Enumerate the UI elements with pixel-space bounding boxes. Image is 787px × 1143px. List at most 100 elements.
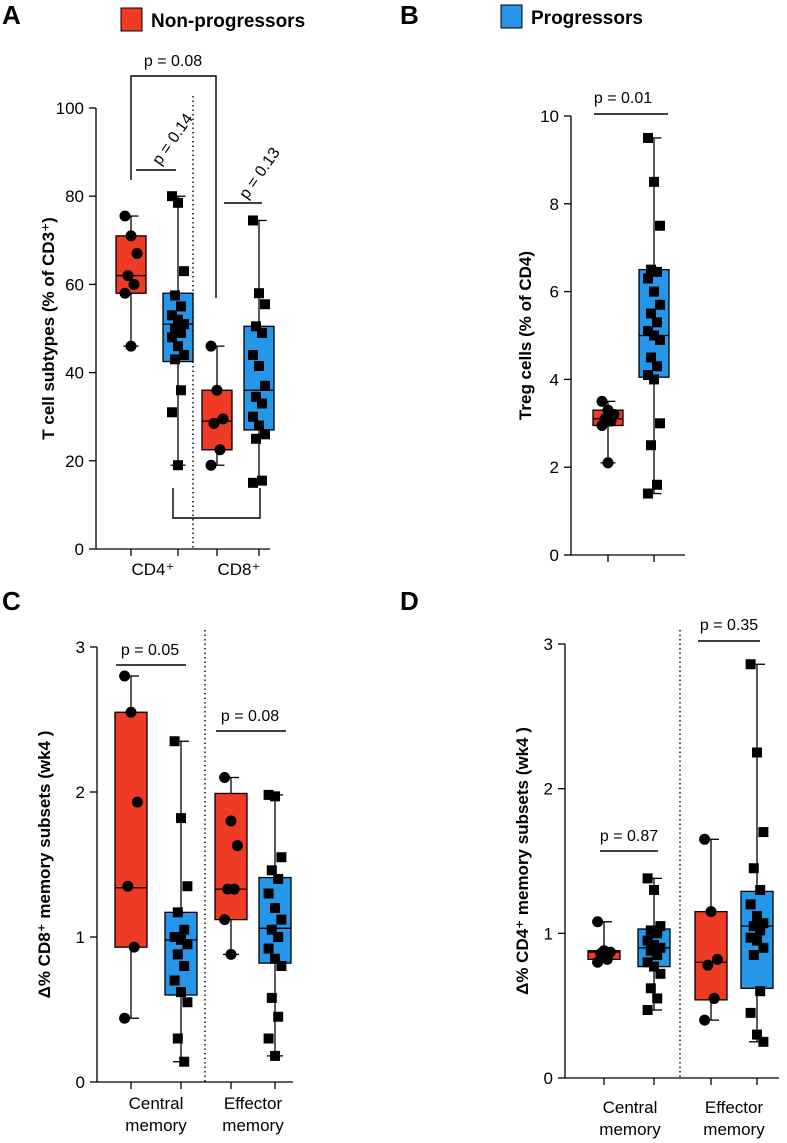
panel-d-y-tick-label: 0 xyxy=(544,1069,553,1088)
panel-a-box-non-progressors-1-point xyxy=(119,210,131,222)
panel-d-box-progressors-4-point xyxy=(745,659,756,670)
panel-c-box-progressors-2-point xyxy=(179,924,190,935)
panel-d-box-progressors-4-point xyxy=(748,863,759,874)
panel-b-box-progressors-2-point xyxy=(643,273,653,284)
panel-c-box-progressors-2-point xyxy=(182,881,193,892)
legend-label-nonprogressors: Non-progressors xyxy=(151,11,305,32)
panel-a-y-axis-label: T cell subtypes (% of CD3⁺) xyxy=(39,217,58,439)
panel-a-y-tick-label: 20 xyxy=(65,452,84,471)
panel-c-box-progressors-2-point xyxy=(172,907,183,918)
panel-a-box-progressors-4-point xyxy=(248,349,258,360)
panel-b-p-value-label: p = 0.01 xyxy=(594,90,652,107)
panel-a-y-tick-label: 40 xyxy=(65,364,84,383)
panel-d-box-progressors-2-point xyxy=(642,935,653,946)
panel-d-box-progressors-2-point xyxy=(642,957,653,968)
panel-d-y-axis-label: Δ% CD4⁺ memory subsets (wk4 ) xyxy=(513,727,532,995)
panel-a-y-tick-label: 60 xyxy=(65,275,84,294)
panel-d-box-non-progressors-3-point xyxy=(708,992,720,1004)
panel-a-box-progressors-4-point xyxy=(254,360,264,371)
panel-c-box-non-progressors-1 xyxy=(114,711,148,948)
panel-a-p-value-label: p = 0.08 xyxy=(144,53,202,70)
panel-c-box-progressors-4-point xyxy=(270,903,280,913)
panel-c-category-label-central-memory-line2: memory xyxy=(125,1116,187,1135)
panel-d-box-progressors-2-point xyxy=(649,961,659,972)
panel-d-box-progressors-4-point xyxy=(758,942,769,953)
panel-d-box-progressors-4-point xyxy=(745,932,756,943)
panel-d-box-progressors-4-point xyxy=(758,918,769,929)
panel-b-box-progressors-2-point xyxy=(643,326,653,337)
panel-c-category-label-effector-memory: Effector xyxy=(224,1094,283,1113)
panel-d-box-non-progressors-1-point xyxy=(601,953,613,965)
panel-b-box-progressors-2-point xyxy=(646,440,656,451)
panel-c-y-tick-label: 0 xyxy=(76,1073,85,1092)
panel-b-box-progressors-2-point xyxy=(646,308,656,319)
panel-a-box-non-progressors-1-point xyxy=(131,248,143,260)
panel-b-box-progressors-2-point xyxy=(655,418,665,429)
panel-a-box-progressors-4-point xyxy=(251,433,261,444)
panel-d-box-progressors-2-point xyxy=(642,873,653,884)
panel-d-box-progressors-2-point xyxy=(645,945,656,956)
panel-c-box-progressors-4-point xyxy=(276,914,287,925)
panel-c-box-progressors-2-point xyxy=(176,987,186,998)
panel-a-box-non-progressors-1-point xyxy=(125,230,137,242)
panel-b-box-progressors-2-point xyxy=(643,488,653,499)
panel-a-box-progressors-2-point xyxy=(167,191,177,202)
panel-d-box-progressors-2-point xyxy=(645,925,656,936)
panel-a-box-non-progressors-3-point xyxy=(217,413,229,425)
panel-a-box-non-progressors-1-point xyxy=(125,340,137,352)
panel-b-box-progressors-2-point xyxy=(652,479,662,490)
panel-letter-d: D xyxy=(400,586,419,616)
panel-a-box-progressors-2-point xyxy=(179,349,189,360)
panel-b-box-progressors-2-point xyxy=(649,374,659,385)
panel-c-box-progressors-2-point xyxy=(182,997,193,1008)
panel-c-box-progressors-2-point xyxy=(176,934,186,945)
panel-c-box-progressors-4-point xyxy=(263,943,274,954)
panel-d-box-non-progressors-1-point xyxy=(592,916,604,928)
panel-a-box-progressors-4-point xyxy=(254,288,264,299)
panel-a-category-label-cd8: CD8⁺ xyxy=(218,560,261,579)
panel-a-box-non-progressors-3-point xyxy=(211,384,223,396)
panel-d-box-progressors-2-point xyxy=(655,942,666,953)
panel-c-y-axis-label: Δ% CD8⁺ memory subsets (wk4 ) xyxy=(35,731,54,999)
panel-letter-a: A xyxy=(2,0,21,30)
panel-b-box-progressors-2-point xyxy=(655,299,665,310)
panel-c-box-progressors-2-point xyxy=(169,975,180,986)
panel-a-box-progressors-4-point xyxy=(254,420,264,431)
panel-c-y-tick-label: 2 xyxy=(76,783,85,802)
legend-swatch-nonprogressors xyxy=(120,7,143,32)
panel-c-box-progressors-2-point xyxy=(172,1033,183,1044)
legend-swatch-progressors xyxy=(500,4,523,29)
panel-c-category-label-effector-memory-line2: memory xyxy=(222,1116,284,1135)
panel-d-p-value-label: p = 0.35 xyxy=(700,617,758,634)
panel-d-box-progressors-2-point xyxy=(649,939,659,950)
panel-d-box-progressors-2-point xyxy=(652,928,663,939)
panel-d-box-progressors-4-point xyxy=(755,986,766,997)
panel-c-box-progressors-2-point xyxy=(182,939,193,950)
panel-a-box-progressors-4-point xyxy=(248,215,258,226)
panel-a-y-tick-label: 100 xyxy=(56,99,84,118)
panel-b-box-progressors-2-point xyxy=(643,132,653,143)
panel-c-box-progressors-4-point xyxy=(270,791,280,802)
panel-c-box-progressors-4-point xyxy=(266,924,277,935)
panel-b-chart: 0 2 4 6 8 10 Treg cells (% of CD4) p = 0.01 xyxy=(516,90,685,565)
panel-d-category-label-central-memory: Central xyxy=(603,1098,658,1117)
panel-d-box-progressors-2-point xyxy=(652,950,663,961)
panel-c-box-progressors-4-point xyxy=(266,865,277,876)
panel-d-box-progressors-4-point xyxy=(758,1036,769,1047)
panel-a-box-progressors-2-point xyxy=(173,314,183,325)
panel-c-box-progressors-4-point xyxy=(273,932,284,942)
panel-d-category-label-effector-memory: Effector xyxy=(705,1098,764,1117)
panel-c-box-progressors-4-point xyxy=(266,992,277,1003)
panel-d-p-value-label: p = 0.87 xyxy=(600,828,658,845)
panel-b-y-tick-label: 0 xyxy=(550,546,559,565)
panel-c-box-progressors-4-point xyxy=(270,953,280,964)
panel-c-box-non-progressors-1-point xyxy=(119,670,131,682)
panel-d-box-non-progressors-3-point xyxy=(702,959,714,971)
panel-a-box-non-progressors-3-point xyxy=(205,459,217,471)
panel-b-box-progressors-2-point xyxy=(652,266,662,277)
panel-a-box-non-progressors-3-point xyxy=(208,417,220,429)
panel-d-box-progressors-2-point xyxy=(655,921,666,932)
panel-a-box-progressors-4-point xyxy=(251,391,261,402)
panel-c-box-progressors-2-point xyxy=(172,949,183,960)
